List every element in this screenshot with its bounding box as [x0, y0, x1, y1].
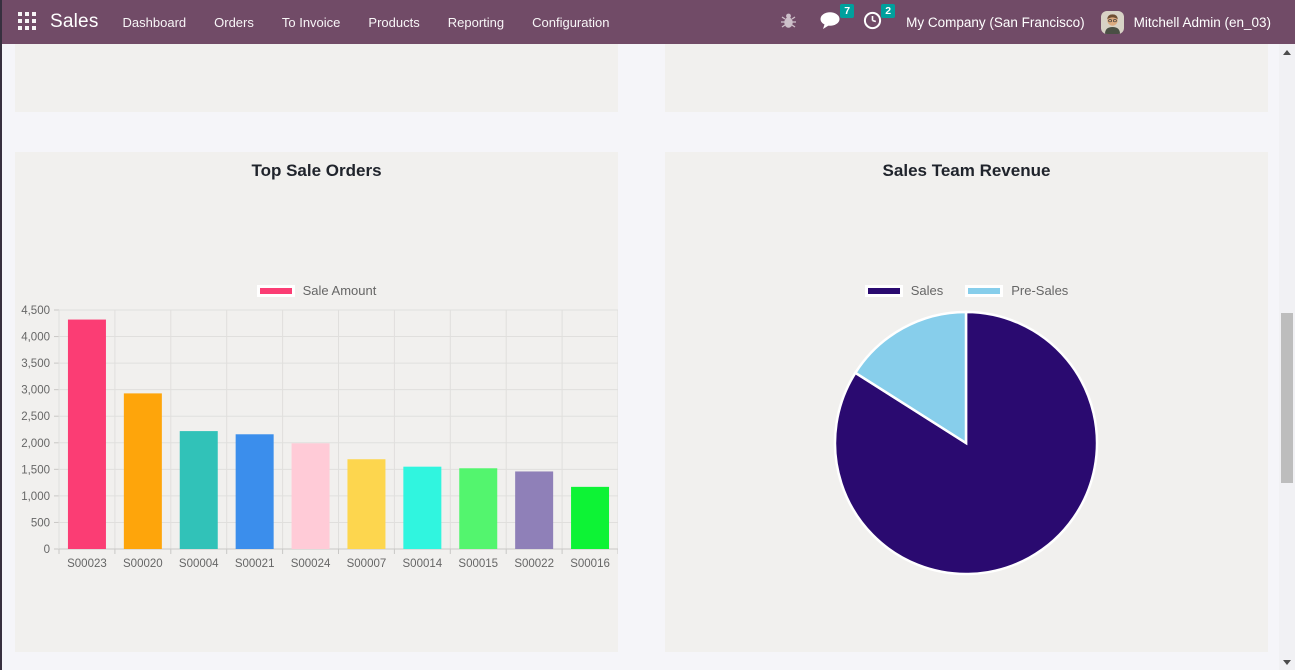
- pie-slice-pre-sales[interactable]: [853, 310, 968, 446]
- menu-item-dashboard[interactable]: Dashboard: [122, 14, 187, 30]
- bug-icon: [780, 12, 797, 33]
- bar-chart-title: Top Sale Orders: [251, 161, 382, 180]
- scrollbar-thumb[interactable]: [1281, 313, 1293, 483]
- pie-chart-title: Sales Team Revenue: [882, 161, 1051, 180]
- svg-text:2,500: 2,500: [21, 411, 50, 423]
- top-sale-orders-card: Top Sale Orders Sale Amount 0 500 1,000 1,5…: [15, 152, 618, 652]
- svg-text:500: 500: [31, 517, 50, 529]
- svg-text:0: 0: [44, 544, 50, 556]
- bar-S00024[interactable]: [291, 443, 330, 549]
- bar-S00022[interactable]: [515, 471, 554, 549]
- pie-chart[interactable]: [665, 302, 1268, 602]
- svg-text:3,500: 3,500: [21, 358, 50, 370]
- legend-swatch-sale-amount: [256, 284, 295, 297]
- user-name: Mitchell Admin (en_03): [1133, 14, 1271, 30]
- svg-text:S00004: S00004: [179, 558, 219, 570]
- legend-item-sales[interactable]: Sales: [864, 283, 944, 298]
- legend-label-sales: Sales: [910, 283, 944, 298]
- bar-chart-legend: Sale Amount: [15, 283, 618, 298]
- legend-label-pre-sales: Pre-Sales: [1011, 283, 1069, 298]
- svg-text:S00020: S00020: [123, 558, 163, 570]
- messages-count-badge: 7: [840, 4, 855, 18]
- vertical-scrollbar[interactable]: [1279, 44, 1295, 670]
- legend-label-sale-amount: Sale Amount: [302, 283, 377, 298]
- svg-text:S00023: S00023: [67, 558, 107, 570]
- bar-S00020[interactable]: [123, 393, 162, 549]
- scrolled-card-partial-left: [15, 44, 618, 112]
- svg-text:S00015: S00015: [458, 558, 498, 570]
- svg-text:3,000: 3,000: [21, 385, 50, 397]
- bar-chart[interactable]: 0 500 1,000 1,500 2,000 2,500 3,000 3,500 4,000 4…: [15, 302, 618, 594]
- scrollbar-up-arrow[interactable]: [1279, 44, 1295, 60]
- scrolled-card-partial-right: [665, 44, 1268, 112]
- svg-text:2,000: 2,000: [21, 438, 50, 450]
- apps-menu-button[interactable]: [10, 6, 44, 39]
- svg-text:1,500: 1,500: [21, 464, 50, 476]
- svg-text:S00024: S00024: [291, 558, 331, 570]
- bar-S00021[interactable]: [235, 434, 274, 549]
- bar-S00007[interactable]: [347, 459, 386, 549]
- company-switcher[interactable]: My Company (San Francisco): [906, 14, 1085, 30]
- legend-swatch-sales: [864, 284, 903, 297]
- menu-item-reporting[interactable]: Reporting: [447, 14, 505, 30]
- messages-button[interactable]: 7: [811, 4, 855, 37]
- clock-icon: [863, 11, 882, 33]
- svg-text:S00022: S00022: [514, 558, 554, 570]
- bar-S00023[interactable]: [67, 319, 106, 549]
- top-navbar: Sales Dashboard Orders To Invoice Products R…: [2, 0, 1295, 44]
- pie-slice-sales[interactable]: [833, 310, 1099, 576]
- avatar: [1100, 10, 1124, 34]
- menu-item-products[interactable]: Products: [368, 14, 420, 30]
- bar-S00004[interactable]: [179, 431, 218, 549]
- activities-count-badge: 2: [881, 4, 896, 18]
- grid-icon: [18, 11, 36, 33]
- bar-S00016[interactable]: [571, 486, 610, 549]
- menu-item-orders[interactable]: Orders: [214, 14, 254, 30]
- sales-team-revenue-card: Sales Team Revenue Sales Pre-Sales: [665, 152, 1268, 652]
- activities-button[interactable]: 2: [855, 4, 896, 37]
- bar-S00014[interactable]: [403, 466, 442, 549]
- svg-text:4,500: 4,500: [21, 305, 50, 317]
- bar-S00015[interactable]: [459, 468, 498, 549]
- app-name[interactable]: Sales: [50, 11, 99, 32]
- svg-text:S00007: S00007: [347, 558, 387, 570]
- speech-bubble-icon: [819, 11, 841, 33]
- legend-swatch-pre-sales: [965, 284, 1004, 297]
- menu-item-to-invoice[interactable]: To Invoice: [281, 14, 341, 30]
- main-menu: Dashboard Orders To Invoice Products Reporti…: [109, 0, 624, 44]
- svg-text:S00014: S00014: [403, 558, 443, 570]
- svg-text:4,000: 4,000: [21, 332, 50, 344]
- debug-button[interactable]: [772, 8, 805, 37]
- legend-item-sale-amount[interactable]: Sale Amount: [256, 283, 377, 298]
- pie-chart-legend: Sales Pre-Sales: [665, 283, 1268, 298]
- menu-item-configuration[interactable]: Configuration: [532, 14, 610, 30]
- svg-text:S00021: S00021: [235, 558, 275, 570]
- scrollbar-down-arrow[interactable]: [1279, 654, 1295, 670]
- svg-text:S00016: S00016: [570, 558, 610, 570]
- legend-item-pre-sales[interactable]: Pre-Sales: [965, 283, 1068, 298]
- svg-text:1,000: 1,000: [21, 491, 50, 503]
- user-menu[interactable]: Mitchell Admin (en_03): [1100, 10, 1281, 34]
